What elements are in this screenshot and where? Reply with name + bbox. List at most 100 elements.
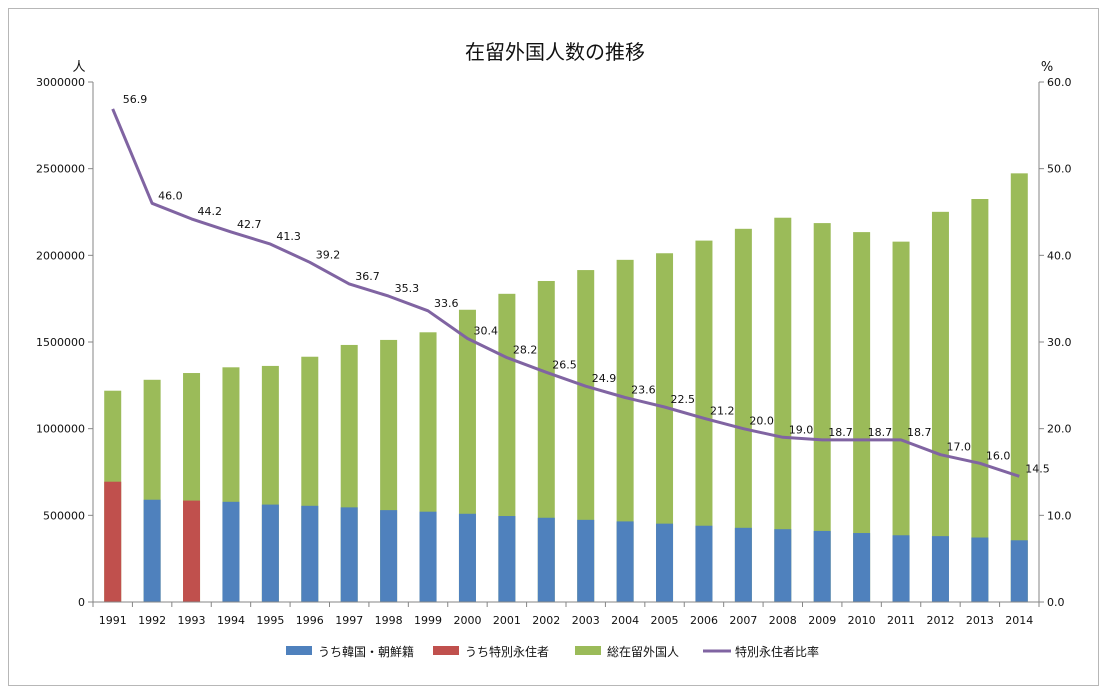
x-tick-label-2005: 2005 <box>651 614 679 627</box>
x-tick-label-2002: 2002 <box>532 614 560 627</box>
left-tick-label: 2000000 <box>36 249 85 262</box>
ratio-data-label-1991: 56.9 <box>123 93 148 106</box>
ratio-data-label-2013: 16.0 <box>986 449 1011 462</box>
ratio-data-label-1994: 42.7 <box>237 218 261 231</box>
ratio-data-label-2000: 30.4 <box>473 325 498 338</box>
legend-swatch-0 <box>286 646 312 655</box>
bar-korea-2011 <box>892 535 910 602</box>
bar-korea-1996 <box>301 505 319 602</box>
bar-korea-2003 <box>577 519 595 602</box>
ratio-data-label-1992: 46.0 <box>158 189 183 202</box>
x-tick-label-2007: 2007 <box>729 614 757 627</box>
right-tick-label: 30.0 <box>1047 336 1072 349</box>
ratio-data-label-2009: 18.7 <box>828 426 853 439</box>
legend-label-0: うち韓国・朝鮮籍 <box>318 644 414 659</box>
bar-korea-1994 <box>222 501 240 602</box>
x-tick-label-1995: 1995 <box>256 614 284 627</box>
x-tick-label-1992: 1992 <box>138 614 166 627</box>
ratio-data-label-1995: 41.3 <box>276 230 301 243</box>
x-tick-label-1997: 1997 <box>335 614 363 627</box>
right-axis-unit: % <box>1041 60 1053 75</box>
left-tick-label: 0 <box>78 596 85 609</box>
bar-total-2007 <box>734 228 752 602</box>
ratio-data-label-1993: 44.2 <box>198 205 223 218</box>
ratio-line-layer: 56.9 46.0 44.2 42.7 41.3 39.2 36.7 35.3 33.6 30.4… <box>111 93 1050 478</box>
legend: うち韓国・朝鮮籍 うち特別永住者 総在留外国人 特別永住者比率 <box>286 644 819 659</box>
right-tick-label: 60.0 <box>1047 76 1072 89</box>
x-tick-label-2006: 2006 <box>690 614 718 627</box>
ratio-data-label-2005: 22.5 <box>671 393 696 406</box>
bar-korea-2002 <box>537 517 555 602</box>
ratio-data-label-2010: 18.7 <box>868 426 893 439</box>
x-tick-label-2000: 2000 <box>453 614 481 627</box>
bars-layer <box>104 173 1028 603</box>
x-tick-label-2013: 2013 <box>966 614 994 627</box>
ratio-data-label-1997: 36.7 <box>355 270 380 283</box>
ratio-data-label-2012: 17.0 <box>946 441 971 454</box>
x-tick-label-2003: 2003 <box>572 614 600 627</box>
bar-korea-2006 <box>695 525 713 602</box>
x-tick-label-2011: 2011 <box>887 614 915 627</box>
x-tick-label-2008: 2008 <box>769 614 797 627</box>
ratio-data-label-2002: 26.5 <box>552 358 577 371</box>
left-axis-unit: 人 <box>72 60 85 75</box>
bar-korea-2007 <box>734 527 752 602</box>
legend-label-1: うち特別永住者 <box>465 644 549 659</box>
x-tick-label-1991: 1991 <box>99 614 127 627</box>
right-tick-label: 50.0 <box>1047 163 1072 176</box>
bar-korea-1998 <box>380 510 398 602</box>
bar-special-permanent-1991 <box>104 481 122 602</box>
bar-korea-2009 <box>813 530 831 602</box>
left-tick-label: 1500000 <box>36 336 85 349</box>
bar-total-2010 <box>853 232 871 602</box>
bar-korea-2004 <box>616 521 634 602</box>
bar-korea-2005 <box>656 523 674 602</box>
ratio-data-label-2001: 28.2 <box>513 344 538 357</box>
bar-korea-2000 <box>458 513 476 602</box>
ratio-data-label-2007: 20.0 <box>749 415 774 428</box>
x-tick-label-2012: 2012 <box>926 614 954 627</box>
axes-layer: 0 500000 1000000 1500000 2000000 2500000 30000… <box>36 76 1072 627</box>
ratio-line <box>111 108 1020 478</box>
bar-korea-1992 <box>143 499 161 602</box>
x-tick-label-2009: 2009 <box>808 614 836 627</box>
bar-total-2006 <box>695 240 713 602</box>
left-tick-label: 3000000 <box>36 76 85 89</box>
right-tick-label: 10.0 <box>1047 509 1072 522</box>
legend-label-3: 特別永住者比率 <box>735 644 819 659</box>
bar-korea-2010 <box>853 533 871 602</box>
bar-total-2004 <box>616 259 634 602</box>
legend-swatch-1 <box>433 646 459 655</box>
ratio-data-label-1999: 33.6 <box>434 297 459 310</box>
x-tick-label-2014: 2014 <box>1005 614 1033 627</box>
bar-total-2003 <box>577 270 595 602</box>
right-tick-label: 40.0 <box>1047 249 1072 262</box>
left-tick-label: 1000000 <box>36 423 85 436</box>
chart: 在留外国人数の推移 人 % 05000001000000150000020000… <box>36 40 1072 659</box>
x-tick-label-2004: 2004 <box>611 614 639 627</box>
ratio-data-label-1998: 35.3 <box>395 282 420 295</box>
ratio-data-label-2014: 14.5 <box>1025 462 1050 475</box>
left-tick-label: 2500000 <box>36 163 85 176</box>
bar-korea-2001 <box>498 516 516 602</box>
ratio-data-label-2003: 24.9 <box>592 372 617 385</box>
ratio-data-label-1996: 39.2 <box>316 248 341 261</box>
right-tick-label: 0.0 <box>1047 596 1065 609</box>
ratio-data-label-2004: 23.6 <box>631 383 656 396</box>
legend-label-2: 総在留外国人 <box>607 645 679 659</box>
bar-total-2014 <box>1010 173 1028 602</box>
x-tick-label-1993: 1993 <box>178 614 206 627</box>
ratio-data-label-2011: 18.7 <box>907 426 932 439</box>
bar-total-2008 <box>774 217 792 602</box>
legend-swatch-2 <box>575 646 601 655</box>
ratio-data-label-2008: 19.0 <box>789 423 814 436</box>
ratio-data-label-2006: 21.2 <box>710 404 735 417</box>
bar-korea-1999 <box>419 511 437 602</box>
bar-korea-1997 <box>340 507 358 602</box>
bar-korea-2008 <box>774 529 792 602</box>
x-tick-label-2010: 2010 <box>848 614 876 627</box>
left-tick-label: 500000 <box>43 509 85 522</box>
x-tick-label-1994: 1994 <box>217 614 245 627</box>
chart-title: 在留外国人数の推移 <box>465 40 645 64</box>
bar-total-2012 <box>931 211 949 602</box>
